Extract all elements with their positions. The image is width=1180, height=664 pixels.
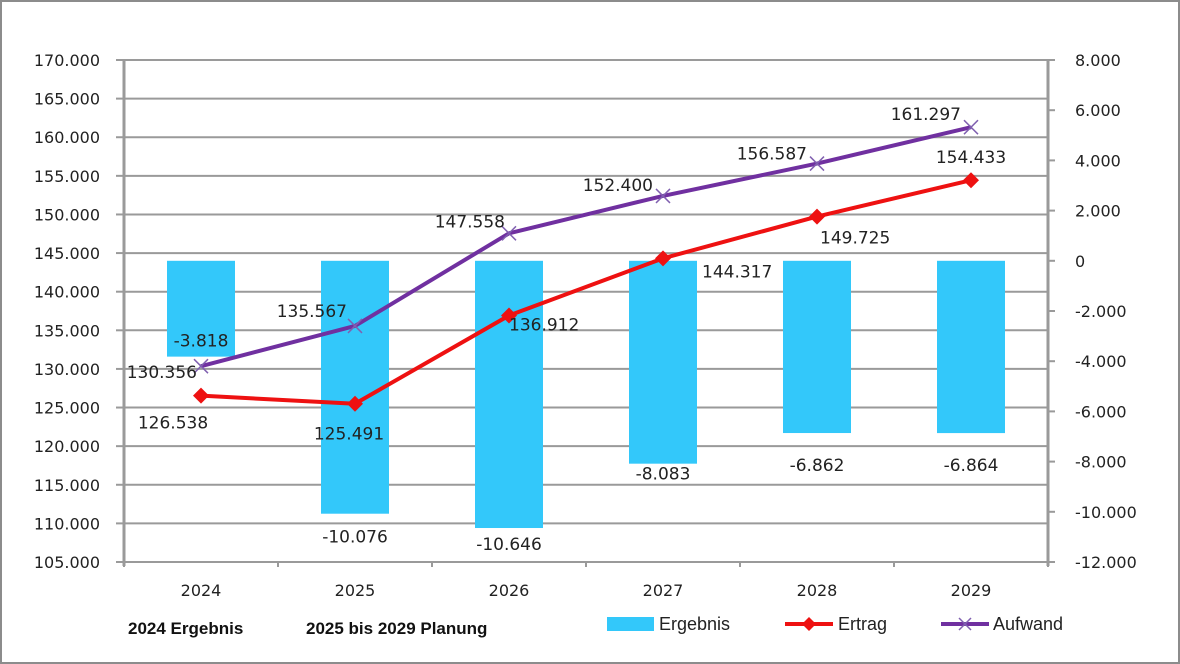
left-axis-tick-label: 140.000 xyxy=(34,283,100,302)
x-axis-tick-label: 2024 xyxy=(181,581,222,600)
label-ertrag-2027: 144.317 xyxy=(702,262,772,282)
left-axis-tick-label: 105.000 xyxy=(34,553,100,572)
x-axis-tick-label: 2029 xyxy=(951,581,992,600)
label-ergebnis-2027: -8.083 xyxy=(636,465,691,485)
note-planung: 2025 bis 2029 Planung xyxy=(306,619,487,638)
left-axis-tick-label: 145.000 xyxy=(34,244,100,263)
line-aufwand xyxy=(200,125,972,369)
point-ertrag-2025 xyxy=(347,395,363,412)
bar-ergebnis-2027 xyxy=(629,260,697,464)
point-ertrag-2028 xyxy=(809,208,825,225)
bar-ergebnis-2025 xyxy=(321,260,389,514)
right-axis-tick-label: 4.000 xyxy=(1075,151,1121,170)
gridlines xyxy=(124,59,1048,563)
left-axis-tick-label: 160.000 xyxy=(34,128,100,147)
label-ergebnis-2025: -10.076 xyxy=(322,528,388,548)
left-axis-tick-label: 135.000 xyxy=(34,321,100,340)
label-aufwand-2025: 135.567 xyxy=(277,302,347,322)
x-axis-tick-label: 2025 xyxy=(335,581,376,600)
point-ertrag-2027 xyxy=(655,250,671,267)
right-axis-tick-label: 0 xyxy=(1075,252,1085,271)
point-aufwand-2027 xyxy=(655,188,671,204)
x-axis-tick-label: 2028 xyxy=(797,581,838,600)
point-ertrag-2029 xyxy=(963,172,979,189)
left-axis-tick-label: 155.000 xyxy=(34,167,100,186)
line-series xyxy=(193,119,979,412)
bar-ergebnis-2029 xyxy=(937,260,1005,434)
left-axis-tick-label: 165.000 xyxy=(34,90,100,109)
label-aufwand-2024: 130.356 xyxy=(127,363,197,383)
legend-ertrag-marker xyxy=(802,617,816,631)
point-aufwand-2026 xyxy=(501,225,517,241)
label-ertrag-2025: 125.491 xyxy=(314,425,384,445)
right-axis-tick-label: 2.000 xyxy=(1075,202,1121,221)
left-axis-tick-label: 120.000 xyxy=(34,437,100,456)
point-aufwand-2028 xyxy=(809,156,825,172)
x-axis-tick-label: 2027 xyxy=(643,581,684,600)
label-aufwand-2027: 152.400 xyxy=(583,176,653,196)
label-aufwand-2028: 156.587 xyxy=(737,145,807,165)
legend-ertrag-label: Ertrag xyxy=(838,614,887,634)
label-aufwand-2029: 161.297 xyxy=(891,105,961,125)
legend-aufwand-marker xyxy=(958,617,972,631)
left-axis-tick-label: 125.000 xyxy=(34,399,100,418)
label-ertrag-2026: 136.912 xyxy=(509,316,579,336)
x-axis-tick-label: 2026 xyxy=(489,581,530,600)
label-aufwand-2026: 147.558 xyxy=(435,212,505,232)
label-ergebnis-2024: -3.818 xyxy=(174,332,229,352)
left-axis-tick-label: 170.000 xyxy=(34,51,100,70)
label-ergebnis-2028: -6.862 xyxy=(790,456,845,476)
right-axis-tick-label: 8.000 xyxy=(1075,51,1121,70)
point-aufwand-2025 xyxy=(347,318,363,334)
note-2024-ergebnis: 2024 Ergebnis xyxy=(128,619,243,638)
legend: 2024 Ergebnis 2025 bis 2029 Planung Erge… xyxy=(128,614,1063,638)
legend-ergebnis-label: Ergebnis xyxy=(659,614,730,634)
left-axis-tick-label: 130.000 xyxy=(34,360,100,379)
line-ertrag xyxy=(200,178,972,406)
right-axis-tick-label: -12.000 xyxy=(1075,553,1137,572)
left-axis-tick-label: 115.000 xyxy=(34,476,100,495)
left-axis-tick-label: 110.000 xyxy=(34,514,100,533)
right-axis-tick-label: 6.000 xyxy=(1075,101,1121,120)
ergebnis-bars xyxy=(167,260,1005,529)
right-axis-tick-label: -4.000 xyxy=(1075,352,1127,371)
left-axis-tick-label: 150.000 xyxy=(34,205,100,224)
right-axis-tick-label: -8.000 xyxy=(1075,453,1127,472)
right-axis-tick-label: -10.000 xyxy=(1075,503,1137,522)
legend-ergebnis-swatch xyxy=(607,617,654,631)
data-labels: -3.818 -10.076 -10.646 -8.083 -6.862 -6.864 12… xyxy=(127,105,1006,555)
point-ertrag-2026 xyxy=(501,307,517,324)
bar-ergebnis-2028 xyxy=(783,260,851,434)
point-aufwand-2024 xyxy=(193,358,209,374)
label-ergebnis-2029: -6.864 xyxy=(944,456,999,476)
point-ertrag-2024 xyxy=(193,387,209,404)
bar-ergebnis-2024 xyxy=(167,260,235,357)
point-aufwand-2029 xyxy=(963,119,979,135)
right-axis-tick-label: -2.000 xyxy=(1075,302,1127,321)
bar-ergebnis-2026 xyxy=(475,260,543,529)
label-ertrag-2024: 126.538 xyxy=(138,414,208,434)
legend-aufwand-label: Aufwand xyxy=(993,614,1063,634)
label-ertrag-2029: 154.433 xyxy=(936,148,1006,168)
label-ertrag-2028: 149.725 xyxy=(820,229,890,249)
label-ergebnis-2026: -10.646 xyxy=(476,535,542,555)
right-axis-tick-label: -6.000 xyxy=(1075,402,1127,421)
axes: 170.000 165.000 160.000 155.000 150.000 145.0… xyxy=(34,51,1137,600)
